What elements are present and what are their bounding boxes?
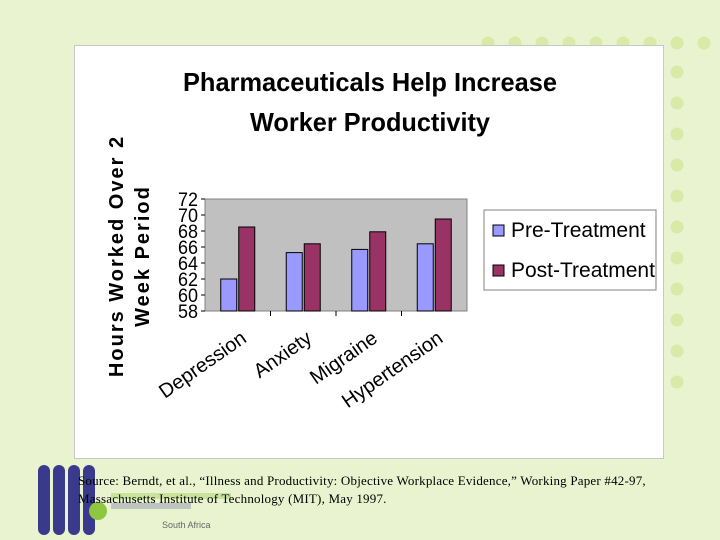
decor-dot [670,313,684,327]
bar-post-treatment [303,243,321,312]
bar-pre-treatment [220,278,238,312]
logo-bar [38,465,50,535]
bar-pre-treatment [285,252,303,312]
x-category-label: Depression [155,327,250,403]
y-axis-label-line: Hours Worked Over 2 [106,135,128,377]
logo-bar [68,465,80,535]
y-tick-label: 60 [178,286,198,307]
logo-wordmark [111,493,231,499]
decor-dot [670,36,684,50]
bar-post-treatment [434,218,452,312]
legend-label: Pre-Treatment [511,219,646,242]
bar-pre-treatment [416,243,434,312]
legend-box [483,209,657,291]
legend-swatch [492,224,505,237]
chart-title-line: Worker Productivity [250,107,491,137]
bar-post-treatment [238,226,256,312]
decor-dot [670,251,684,265]
company-logo [38,465,231,535]
logo-dot [89,502,107,520]
logo-wordmark [111,503,191,509]
decor-dot [670,189,684,203]
chart-panel: Pharmaceuticals Help Increase Worker Prod… [74,45,664,459]
legend-swatch [492,264,505,277]
y-tick-label: 58 [178,302,198,323]
bar-chart: Pharmaceuticals Help Increase Worker Prod… [106,67,657,413]
chart-title-line: Pharmaceuticals Help Increase [183,67,557,97]
source-citation: Source: Berndt, et al., “Illness and Pro… [78,473,646,506]
y-tick-label: 72 [178,190,198,211]
decor-dot [670,282,684,296]
legend-label: Post-Treatment [511,259,655,282]
decor-dot [670,375,684,389]
y-tick-label: 66 [178,238,198,259]
x-category-label: Anxiety [250,327,316,383]
decor-dot [670,96,684,110]
decor-dot [670,127,684,141]
decor-dot [670,65,684,79]
decor-dot [670,158,684,172]
bar-pre-treatment [351,248,369,312]
decor-dot [670,220,684,234]
logo-bar [53,465,65,535]
y-tick-label: 70 [178,206,198,227]
y-tick-label: 62 [178,270,198,291]
logo-subtext: South Africa [162,520,211,530]
decor-dot [670,344,684,358]
y-tick-label: 68 [178,222,198,243]
bar-post-treatment [369,231,387,312]
y-axis-label-line: Week Period [132,185,154,327]
y-tick-label: 64 [178,254,198,275]
decor-dot [697,36,711,50]
